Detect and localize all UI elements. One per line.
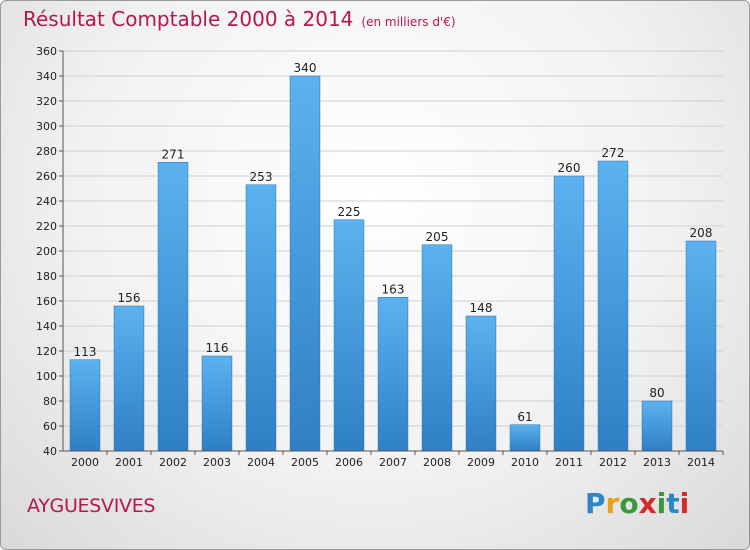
bar-2013 [641, 400, 673, 452]
logo-letter: P [585, 487, 606, 520]
data-label: 148 [470, 301, 493, 315]
y-tick-label: 160 [36, 295, 57, 308]
proxiti-logo: Proxiti [585, 487, 689, 520]
bar-2005 [289, 75, 321, 452]
logo-letter: r [605, 487, 620, 520]
y-tick-label: 200 [36, 245, 57, 258]
x-tick-label: 2006 [335, 456, 363, 469]
x-tick-label: 2014 [687, 456, 715, 469]
y-tick-label: 180 [36, 270, 57, 283]
data-label: 225 [338, 205, 361, 219]
bar-2003 [201, 355, 233, 452]
x-tick-label: 2007 [379, 456, 407, 469]
chart-title-text: Résultat Comptable 2000 à 2014 [23, 7, 354, 31]
y-tick-label: 300 [36, 120, 57, 133]
data-label: 113 [74, 345, 97, 359]
axes [62, 51, 723, 452]
y-tick-label: 80 [43, 395, 57, 408]
data-label: 208 [690, 226, 713, 240]
bar-2004 [245, 184, 277, 452]
data-label: 253 [250, 170, 273, 184]
y-tick-label: 240 [36, 195, 57, 208]
x-tick-label: 2001 [115, 456, 143, 469]
data-labels: 113 156 271 116 253 340 225 163 205 148 61 260 272 80… [74, 61, 713, 424]
bar-2008 [421, 244, 453, 452]
y-tick-label: 340 [36, 70, 57, 83]
data-label: 340 [294, 61, 317, 75]
logo-letter: t [666, 487, 680, 520]
data-label: 80 [649, 386, 664, 400]
bar-2010 [509, 424, 541, 452]
logo-letter: i [679, 487, 690, 520]
x-axis-ticks: 2000 2001 2002 2003 2004 2005 2006 2007 2008 2009… [71, 451, 724, 469]
y-axis-ticks: 40 60 80 100 120 140 160 180 200 220 240 260 280 300 3… [36, 45, 63, 458]
bars [69, 75, 717, 452]
x-tick-label: 2013 [643, 456, 671, 469]
x-tick-label: 2008 [423, 456, 451, 469]
bar-2009 [465, 315, 497, 452]
bar-2001 [113, 305, 145, 452]
y-tick-label: 280 [36, 145, 57, 158]
bar-2002 [157, 162, 189, 452]
data-label: 271 [162, 147, 185, 161]
y-tick-label: 220 [36, 220, 57, 233]
data-label: 272 [602, 146, 625, 160]
logo-letter: i [656, 487, 667, 520]
data-label: 260 [558, 161, 581, 175]
x-tick-label: 2000 [71, 456, 99, 469]
bar-2014 [685, 240, 717, 452]
data-label: 205 [426, 230, 449, 244]
bar-2007 [377, 297, 409, 452]
x-tick-label: 2010 [511, 456, 539, 469]
x-tick-label: 2004 [247, 456, 275, 469]
data-label: 156 [118, 291, 141, 305]
bar-2012 [597, 160, 629, 452]
bar-2006 [333, 219, 365, 452]
chart-subtitle: (en milliers d'€) [361, 15, 456, 29]
data-label: 116 [206, 341, 229, 355]
y-tick-label: 60 [43, 420, 57, 433]
x-tick-label: 2012 [599, 456, 627, 469]
logo-letter: x [638, 487, 657, 520]
y-tick-label: 140 [36, 320, 57, 333]
x-tick-label: 2009 [467, 456, 495, 469]
bar-2000 [69, 359, 101, 452]
data-label: 163 [382, 282, 405, 296]
x-tick-label: 2011 [555, 456, 583, 469]
bar-2011 [553, 175, 585, 452]
x-tick-label: 2003 [203, 456, 231, 469]
y-tick-label: 120 [36, 345, 57, 358]
x-tick-label: 2002 [159, 456, 187, 469]
commune-name: AYGUESVIVES [27, 495, 156, 517]
chart-title: Résultat Comptable 2000 à 2014 (en millie… [23, 7, 456, 31]
x-tick-label: 2005 [291, 456, 319, 469]
y-tick-label: 360 [36, 45, 57, 58]
y-tick-label: 320 [36, 95, 57, 108]
y-tick-label: 40 [43, 445, 57, 458]
logo-letter: o [619, 487, 639, 520]
y-tick-label: 260 [36, 170, 57, 183]
data-label: 61 [517, 410, 532, 424]
y-tick-label: 100 [36, 370, 57, 383]
